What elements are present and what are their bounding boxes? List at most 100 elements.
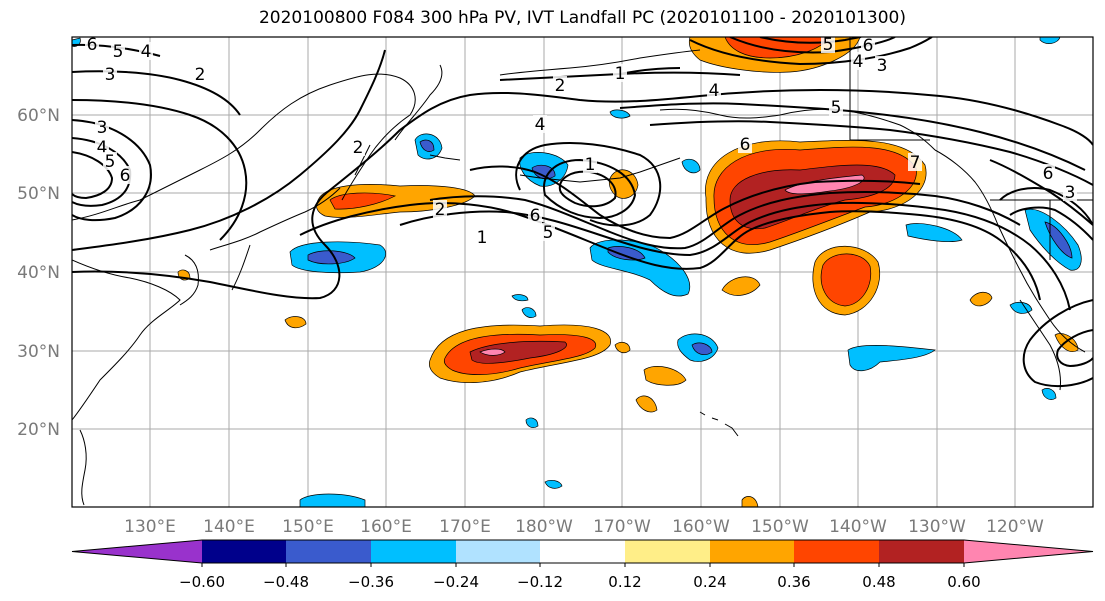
longitude-label: 160°E [360, 517, 412, 537]
positive-anomaly [643, 366, 687, 386]
pv-contour [72, 99, 248, 241]
contour-label: 5 [543, 223, 554, 243]
positive-anomaly [608, 169, 639, 199]
longitude-labels: 130°E 140°E 150°E 160°E 170°E 180°W 170°W 160°W… [124, 517, 1044, 537]
contour-label: 2 [435, 200, 446, 220]
colorbar-tick-label: 0.48 [862, 573, 895, 591]
longitude-label: 170°E [439, 517, 491, 537]
negative-anomaly [544, 480, 563, 489]
contour-label-bg [103, 152, 117, 170]
pv-contour [649, 120, 1093, 186]
contour-label: 5 [823, 35, 834, 55]
contour-label: 6 [530, 206, 541, 226]
coastline-philippines [79, 429, 87, 506]
contour-label-bg [851, 52, 865, 70]
contour-label: 6 [87, 35, 98, 55]
contour-label: 7 [910, 153, 921, 173]
negative-anomaly [609, 109, 631, 119]
pv-contour [72, 88, 1093, 300]
negative-anomaly [521, 307, 537, 318]
colorbar-tick-label: 0.36 [777, 573, 810, 591]
contour-label-bg [821, 37, 835, 53]
negative-anomaly [847, 345, 936, 371]
pv-contour [72, 49, 386, 251]
contour-label: 4 [141, 42, 152, 62]
positive-anomaly [329, 192, 397, 210]
contour-label: 6 [1043, 164, 1054, 184]
negative-anomaly [905, 223, 963, 242]
contour-label: 5 [831, 98, 842, 118]
colorbar-tick-label: −0.60 [179, 573, 225, 591]
coastlines [72, 37, 1093, 506]
negative-anomaly [531, 164, 556, 180]
colorbar-segment [964, 540, 1093, 563]
map-title: 2020100800 F084 300 hPa PV, IVT Landfall… [258, 8, 906, 28]
colorbar-tick-label: 0.12 [608, 573, 641, 591]
contour-label-bg [613, 64, 627, 82]
contour-label: 1 [615, 64, 626, 84]
contour-label: 3 [97, 118, 108, 138]
pv-contour [543, 158, 637, 220]
contour-label-bg [583, 155, 597, 173]
pv-contour [299, 202, 1041, 301]
pv-contour [999, 187, 1093, 226]
colorbar-segment [540, 540, 625, 563]
colorbar-segment [710, 540, 794, 563]
coastline-korea [179, 254, 199, 306]
contour-label-bg [707, 81, 721, 99]
contour-label-bg [1063, 183, 1077, 201]
pv-contour [558, 170, 617, 208]
positive-anomaly [479, 348, 506, 356]
negative-anomaly [1044, 221, 1073, 259]
contour-label-bg [111, 42, 125, 60]
negative-anomaly [511, 294, 529, 302]
contour-label-bg [103, 65, 117, 83]
latitude-label: 60°N [17, 106, 60, 126]
colorbar-segment [879, 540, 964, 563]
contour-label: 3 [877, 56, 888, 76]
colorbar-segment [371, 540, 456, 563]
longitude-label: 170°W [593, 517, 651, 537]
coastline-alaska [499, 49, 936, 151]
colorbar-tick-label: −0.48 [263, 573, 309, 591]
contour-label-bg [861, 37, 875, 54]
border-canada-us [849, 37, 1093, 260]
pv-contour [989, 159, 1093, 226]
negative-anomaly [307, 250, 356, 265]
pv-contour [1022, 299, 1093, 388]
pv-contour [1056, 329, 1093, 368]
coastline-hawaii [699, 411, 739, 437]
contour-label-bg [118, 166, 132, 184]
map-frame [71, 36, 1094, 508]
positive-anomaly [969, 291, 993, 307]
longitude-label: 150°W [751, 517, 809, 537]
contour-label-bg [829, 98, 843, 116]
longitude-label: 160°W [672, 517, 730, 537]
contour-label: 3 [105, 65, 116, 85]
colorbar-segment [625, 540, 710, 563]
contour-label-bg [528, 206, 542, 224]
contour-label-bg [95, 138, 109, 156]
contour-label-bg [875, 56, 889, 74]
colorbar-segment [72, 540, 202, 563]
coastline-asia [72, 73, 416, 221]
colorbar-tick-label: −0.24 [433, 573, 479, 591]
coastline-gulf-california [1019, 299, 1061, 391]
contour-label-bg [433, 200, 447, 218]
contour-label-bg [85, 37, 99, 53]
pv-contour [1009, 206, 1093, 241]
positive-anomaly [635, 395, 658, 413]
contour-label-bg [541, 223, 555, 241]
colorbar-segment [456, 540, 540, 563]
positive-anomaly [820, 253, 872, 307]
latitude-label: 40°N [17, 263, 60, 283]
colorbar-tick-label: −0.36 [348, 573, 394, 591]
colorbar-tick-label: −0.12 [517, 573, 563, 591]
contour-label-bg [738, 135, 752, 153]
contour-label-bg [351, 138, 365, 156]
contour-label-bg [533, 115, 547, 133]
colorbar-segment [202, 540, 286, 563]
negative-anomaly [299, 493, 366, 507]
